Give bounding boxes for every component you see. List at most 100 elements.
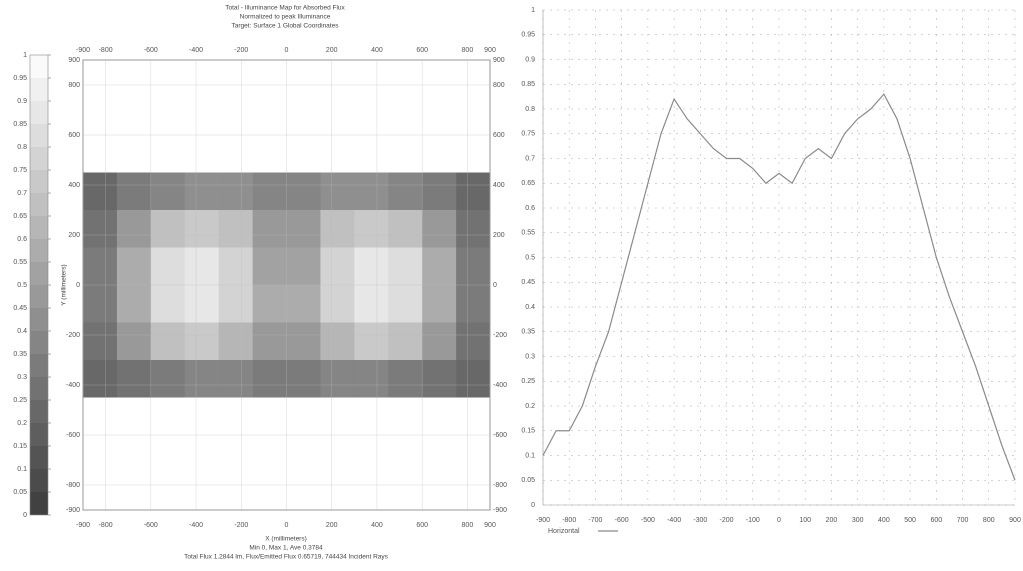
heat-cell xyxy=(354,435,388,473)
x-tick-label: 600 xyxy=(930,517,942,524)
y-tick-label: 0.3 xyxy=(525,353,535,360)
heat-cell xyxy=(320,360,354,398)
heat-cell xyxy=(422,285,456,323)
heat-cell xyxy=(422,248,456,286)
y-tick-label: -900 xyxy=(66,507,80,514)
heat-cell xyxy=(456,98,490,136)
y-tick-label: 0.55 xyxy=(521,230,535,237)
heat-cell xyxy=(354,98,388,136)
colorbar-label: 0.2 xyxy=(17,420,27,427)
heat-cell xyxy=(388,285,422,323)
legend-label: Horizontal xyxy=(548,528,580,535)
heat-cell xyxy=(83,210,117,248)
heat-cell xyxy=(422,360,456,398)
heat-cell xyxy=(388,60,422,98)
x-tick-label: 500 xyxy=(904,517,916,524)
x-tick-label: 200 xyxy=(826,517,838,524)
heat-cell xyxy=(253,285,287,323)
x-axis-label: X (millimeters) xyxy=(265,536,307,543)
x-tick-label: -200 xyxy=(234,522,248,529)
y-tick-label: 400 xyxy=(68,182,80,189)
heat-cell xyxy=(422,435,456,473)
heat-cell xyxy=(253,210,287,248)
heat-cell xyxy=(287,210,321,248)
flux-note: Total Flux 1.2844 lm, Flux/Emitted Flux … xyxy=(184,554,389,561)
heat-cell xyxy=(185,60,219,98)
x-tick-label: 0 xyxy=(285,522,289,529)
heat-cell xyxy=(253,98,287,136)
heat-cell xyxy=(456,248,490,286)
heat-cell xyxy=(185,473,219,511)
x-tick-label: -400 xyxy=(667,517,681,524)
heat-cell xyxy=(320,98,354,136)
heat-cell xyxy=(219,435,253,473)
x-tick-label: -500 xyxy=(641,517,655,524)
colorbar-label: 0.5 xyxy=(17,282,27,289)
heat-cell xyxy=(422,473,456,511)
heat-cell xyxy=(151,435,185,473)
heat-cell xyxy=(253,473,287,511)
heat-cell xyxy=(320,135,354,173)
screenshot: Total - Illuminance Map for Absorbed Flu… xyxy=(0,0,1023,571)
x-tick-label: 700 xyxy=(957,517,969,524)
heat-cell xyxy=(151,398,185,436)
heat-cell xyxy=(83,248,117,286)
heat-cell xyxy=(83,173,117,211)
colorbar-step xyxy=(30,101,48,124)
x-tick-label-top: -400 xyxy=(189,47,203,54)
heat-cell xyxy=(287,135,321,173)
x-tick-label: 100 xyxy=(799,517,811,524)
colorbar-step xyxy=(30,400,48,423)
heat-cell xyxy=(83,60,117,98)
heat-cell xyxy=(219,398,253,436)
y-tick-label: 0.15 xyxy=(521,428,535,435)
colorbar-step xyxy=(30,239,48,262)
colorbar-label: 0.85 xyxy=(13,121,27,128)
heat-cell xyxy=(354,248,388,286)
y-tick-label: 0.25 xyxy=(521,378,535,385)
heat-cell xyxy=(253,398,287,436)
heat-cell xyxy=(117,435,151,473)
colorbar-step xyxy=(30,55,48,78)
heat-cell xyxy=(320,473,354,511)
heat-cell xyxy=(422,98,456,136)
heat-cell xyxy=(117,248,151,286)
heat-cell xyxy=(456,135,490,173)
heat-cell xyxy=(354,285,388,323)
colorbar-label: 0.65 xyxy=(13,213,27,220)
y-tick-label-right: 200 xyxy=(493,232,505,239)
x-tick-label: 800 xyxy=(462,522,474,529)
heat-cell xyxy=(422,173,456,211)
heat-cell xyxy=(388,173,422,211)
heat-cell xyxy=(354,473,388,511)
heat-cell xyxy=(253,360,287,398)
heat-cell xyxy=(287,323,321,361)
heat-cell xyxy=(219,323,253,361)
y-tick-label: 0 xyxy=(76,282,80,289)
heat-cell xyxy=(287,98,321,136)
heat-cell xyxy=(388,360,422,398)
heat-cell xyxy=(83,360,117,398)
colorbar-step xyxy=(30,147,48,170)
title-line: Normalized to peak Illuminance xyxy=(240,14,331,21)
y-tick-label: 0.2 xyxy=(525,403,535,410)
heat-cell xyxy=(388,210,422,248)
x-tick-label: -700 xyxy=(588,517,602,524)
stats-note: Min 0, Max 1, Ave 0.3784 xyxy=(249,545,323,552)
heat-cell xyxy=(287,285,321,323)
colorbar-label: 0.75 xyxy=(13,167,27,174)
heat-cell xyxy=(320,285,354,323)
heat-cell xyxy=(456,435,490,473)
y-tick-label-right: -900 xyxy=(493,507,507,514)
heat-cell xyxy=(354,323,388,361)
heat-cell xyxy=(388,323,422,361)
heat-cell xyxy=(253,60,287,98)
x-tick-label-top: 200 xyxy=(326,47,338,54)
colorbar-step xyxy=(30,193,48,216)
y-tick-label-right: -200 xyxy=(493,332,507,339)
colorbar-label: 0.35 xyxy=(13,351,27,358)
heat-cell xyxy=(151,210,185,248)
x-tick-label-top: -800 xyxy=(99,47,113,54)
heat-cell xyxy=(219,285,253,323)
y-tick-label-right: 400 xyxy=(493,182,505,189)
